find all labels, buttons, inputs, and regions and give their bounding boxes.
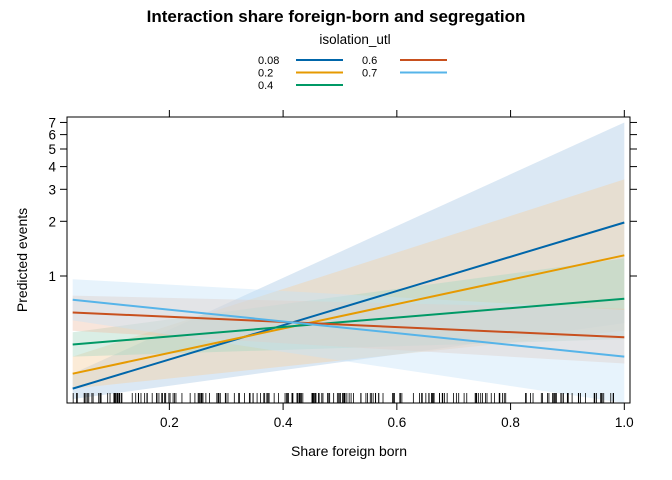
y-tick-label: 7 [48,115,56,130]
y-axis-label: Predicted events [14,208,30,312]
series-line-0.7 [72,298,625,358]
x-tick-label: 1.0 [615,415,634,430]
legend-label-0.2: 0.2 [258,68,273,80]
legend-label-0.08: 0.08 [258,55,279,67]
y-tick-label: 2 [48,214,56,229]
legend-title: isolation_utl [319,32,390,47]
rug-marks [72,393,614,403]
y-tick-label: 3 [48,182,56,197]
y-tick-label: 6 [48,128,56,143]
series-line-0.08 [72,221,625,390]
y-axis: 1 2 3 4 567 [48,115,637,284]
band-0.6 [72,295,625,364]
x-axis-label: Share foreign born [291,443,407,459]
legend: 0.080.20.4 0.60.7 [258,55,447,92]
x-tick-label: 0.4 [274,415,293,430]
series-line-0.2 [72,254,625,375]
x-tick-label: 0.8 [501,415,520,430]
y-tick-label: 1 [48,269,56,284]
confidence-bands [72,122,625,403]
band-0.08 [72,122,625,400]
chart-title: Interaction share foreign-born and segre… [147,7,526,26]
legend-label-0.6: 0.6 [362,55,377,67]
legend-label-0.4: 0.4 [258,80,273,92]
series-line-0.4 [72,297,625,346]
y-tick-label: 5 [48,142,56,157]
x-axis: 0.2 0.4 0.6 0.8 1.0 [160,110,634,430]
series-lines [72,221,625,390]
series-line-0.6 [72,311,625,339]
y-tick-label: 4 [48,160,56,175]
plot-frame [66,116,631,404]
band-0.2 [72,179,625,389]
x-tick-label: 0.2 [160,415,179,430]
x-tick-label: 0.6 [387,415,406,430]
legend-label-0.7: 0.7 [362,68,377,80]
